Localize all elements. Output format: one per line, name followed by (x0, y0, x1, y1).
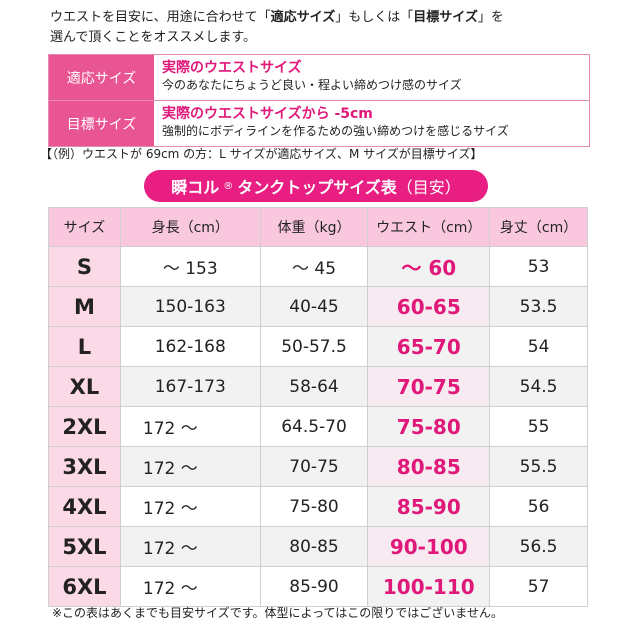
intro-emphasis: 目標サイズ (413, 10, 478, 25)
definition-fit-size: 適応サイズ 実際のウエストサイズ 今のあなたにちょうど良い・程よい締めつけ感のサ… (49, 55, 589, 101)
table-header-row: サイズ 身長（cm） 体重（kg） ウエスト（cm） 身丈（cm） (48, 207, 588, 247)
cell-height: 150-163 (119, 286, 261, 327)
intro-text-part: ウエストを目安に、用途に合わせて「 (50, 10, 271, 25)
header-length: 身丈（cm） (489, 207, 588, 247)
cell-waist: 65-70 (367, 326, 491, 367)
cell-weight: 64.5-70 (259, 406, 369, 447)
header-waist: ウエスト（cm） (367, 207, 491, 247)
size-definitions: 適応サイズ 実際のウエストサイズ 今のあなたにちょうど良い・程よい締めつけ感のサ… (48, 54, 590, 147)
cell-length: 53 (489, 246, 588, 287)
cell-waist: 75-80 (367, 406, 491, 447)
cell-waist: 70-75 (367, 366, 491, 407)
definition-body: 実際のウエストサイズ 今のあなたにちょうど良い・程よい締めつけ感のサイズ (154, 55, 589, 100)
cell-height: 〜 153 (119, 246, 261, 287)
cell-height: 172 〜 (119, 486, 261, 527)
table-row: M 150-163 40-45 60-65 53.5 (48, 286, 588, 327)
cell-waist: 80-85 (367, 446, 491, 487)
table-row: 2XL 172 〜 64.5-70 75-80 55 (48, 406, 588, 447)
cell-height: 162-168 (119, 326, 261, 367)
header-size: サイズ (48, 207, 121, 247)
cell-length: 55 (489, 406, 588, 447)
cell-length: 56.5 (489, 526, 588, 567)
cell-length: 55.5 (489, 446, 588, 487)
table-row: S 〜 153 〜 45 〜 60 53 (48, 246, 588, 287)
cell-length: 56 (489, 486, 588, 527)
banner-title: タンクトップサイズ表 (237, 178, 397, 197)
cell-size: S (48, 246, 121, 287)
cell-waist: 85-90 (367, 486, 491, 527)
registered-mark: ® (223, 180, 234, 192)
cell-height: 172 〜 (119, 446, 261, 487)
intro-emphasis: 適応サイズ (270, 10, 336, 25)
cell-waist: 100-110 (367, 566, 491, 607)
definition-label: 適応サイズ (49, 55, 154, 100)
intro-line-2: 選んで頂くことをオススメします。 (50, 30, 257, 45)
cell-size: 5XL (48, 526, 121, 567)
definition-title: 実際のウエストサイズから -5cm (162, 106, 373, 122)
size-table: サイズ 身長（cm） 体重（kg） ウエスト（cm） 身丈（cm） S 〜 153… (48, 207, 588, 607)
definition-title: 実際のウエストサイズ (162, 60, 302, 76)
definition-target-size: 目標サイズ 実際のウエストサイズから -5cm 強制的にボディラインを作るための… (49, 101, 589, 146)
cell-waist: 〜 60 (367, 246, 491, 287)
cell-weight: 70-75 (259, 446, 369, 487)
cell-weight: 75-80 (259, 486, 369, 527)
definition-label: 目標サイズ (49, 101, 154, 146)
table-row: 4XL 172 〜 75-80 85-90 56 (48, 486, 588, 527)
footnote: ※この表はあくまでも目安サイズです。体型によってはこの限りではございません。 (52, 606, 503, 620)
table-row: 5XL 172 〜 80-85 90-100 56.5 (48, 526, 588, 567)
table-row: L 162-168 50-57.5 65-70 54 (48, 326, 588, 367)
cell-waist: 90-100 (367, 526, 491, 567)
cell-weight: 〜 45 (259, 246, 369, 287)
cell-size: 3XL (48, 446, 121, 487)
cell-weight: 58-64 (259, 366, 369, 407)
cell-weight: 85-90 (259, 566, 369, 607)
cell-size: 2XL (48, 406, 121, 447)
table-row: XL 167-173 58-64 70-75 54.5 (48, 366, 588, 407)
cell-height: 167-173 (119, 366, 261, 407)
intro-text-part: 」もしくは「 (335, 10, 414, 25)
cell-size: XL (48, 366, 121, 407)
definition-description: 強制的にボディラインを作るための強い締めつけを感じるサイズ (162, 124, 509, 138)
table-row: 6XL 172 〜 85-90 100-110 57 (48, 566, 588, 607)
cell-height: 172 〜 (119, 526, 261, 567)
cell-waist: 60-65 (367, 286, 491, 327)
banner-subtitle: （目安） (396, 178, 461, 197)
intro-line-1: ウエストを目安に、用途に合わせて「適応サイズ」もしくは「目標サイズ」を (50, 8, 610, 28)
cell-height: 172 〜 (119, 566, 261, 607)
cell-length: 54.5 (489, 366, 588, 407)
cell-length: 57 (489, 566, 588, 607)
cell-length: 54 (489, 326, 588, 367)
cell-length: 53.5 (489, 286, 588, 327)
cell-size: 6XL (48, 566, 121, 607)
intro-text: ウエストを目安に、用途に合わせて「適応サイズ」もしくは「目標サイズ」を 選んで頂… (50, 8, 610, 48)
definition-description: 今のあなたにちょうど良い・程よい締めつけ感のサイズ (162, 78, 462, 92)
header-height: 身長（cm） (119, 207, 261, 247)
definition-body: 実際のウエストサイズから -5cm 強制的にボディラインを作るための強い締めつけ… (154, 101, 589, 146)
cell-size: M (48, 286, 121, 327)
cell-height: 172 〜 (119, 406, 261, 447)
cell-size: 4XL (48, 486, 121, 527)
size-chart-banner: 瞬コル ® タンクトップサイズ表 （目安） (144, 170, 488, 202)
example-note: 【（例）ウエストが 69cm の方：L サイズが適応サイズ、M サイズが目標サイ… (40, 147, 483, 161)
cell-weight: 40-45 (259, 286, 369, 327)
header-weight: 体重（kg） (259, 207, 369, 247)
table-row: 3XL 172 〜 70-75 80-85 55.5 (48, 446, 588, 487)
cell-size: L (48, 326, 121, 367)
intro-text-part: 」を (477, 10, 504, 25)
cell-weight: 50-57.5 (259, 326, 369, 367)
cell-weight: 80-85 (259, 526, 369, 567)
banner-brand: 瞬コル (171, 178, 220, 197)
